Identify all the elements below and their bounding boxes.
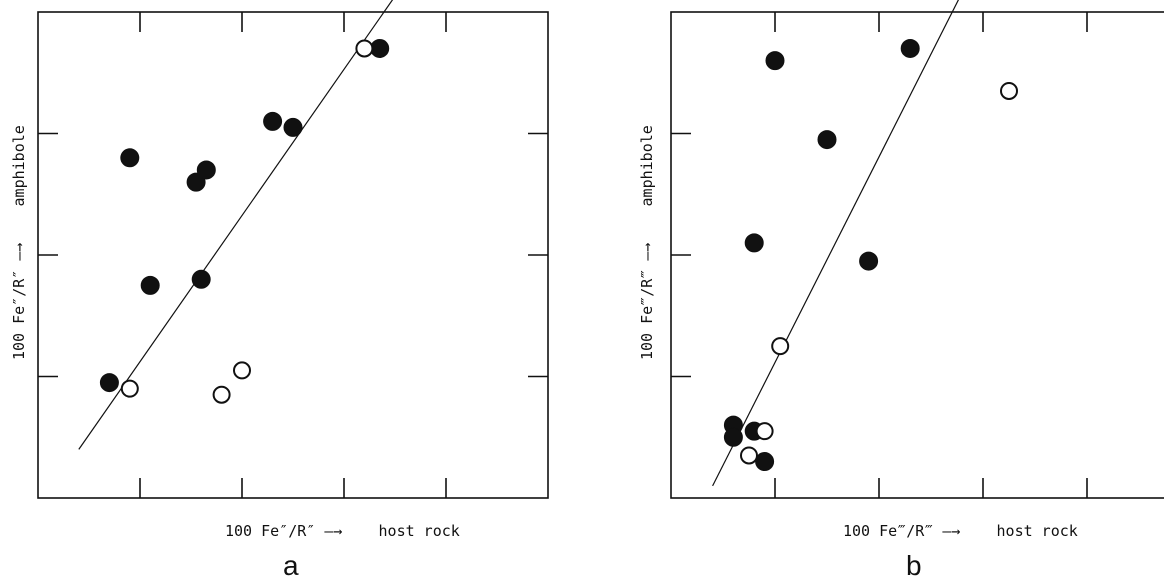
b-filled-point-4: [744, 233, 764, 253]
panel-b-trend-line: [712, 0, 960, 487]
b-open-point-3: [1000, 81, 1018, 100]
b-filled-point-6: [817, 130, 837, 150]
panel-b: 100 Fe‴/R‴ —→ host rock 100 Fe‴/R‴ —→ am…: [638, 0, 1164, 580]
a-open-point-0: [120, 379, 139, 398]
a-open-point-3: [355, 39, 374, 58]
a-filled-point-4: [196, 160, 216, 180]
a-filled-point-8: [370, 38, 390, 58]
b-open-point-1: [740, 446, 758, 465]
panel-a-points: [99, 38, 390, 404]
panel-a-frame: [37, 11, 549, 499]
panel-b-frame: [670, 11, 1164, 499]
panel-b-label: b: [906, 550, 922, 580]
b-filled-point-3: [755, 452, 775, 472]
panel-b-ticks: [671, 12, 1088, 498]
a-open-point-2: [233, 361, 251, 380]
a-filled-point-6: [263, 111, 283, 131]
b-filled-point-5: [765, 51, 785, 71]
a-filled-point-2: [140, 275, 160, 295]
b-filled-point-1: [723, 427, 743, 447]
a-filled-point-5: [191, 269, 211, 289]
a-filled-point-0: [99, 373, 119, 393]
panel-a-x-axis-label: 100 Fe″/R″ —→ host rock: [225, 522, 460, 540]
b-open-point-2: [771, 337, 790, 356]
a-filled-point-7: [283, 117, 303, 137]
panel-a-label: a: [283, 550, 299, 580]
panel-b-y-axis-label: 100 Fe‴/R‴ —→ amphibole: [638, 125, 656, 360]
panel-a-ticks: [38, 12, 548, 498]
panel-a: 100 Fe″/R″ —→ host rock 100 Fe″/R″ —→ am…: [10, 0, 549, 580]
b-filled-point-8: [900, 38, 920, 58]
a-filled-point-1: [120, 148, 140, 168]
panel-b-x-axis-label: 100 Fe‴/R‴ —→ host rock: [843, 522, 1078, 540]
panel-a-trend-line: [78, 0, 394, 450]
b-filled-point-7: [859, 251, 879, 271]
panel-b-points: [723, 38, 1018, 472]
a-open-point-1: [212, 385, 231, 404]
panel-a-y-axis-label: 100 Fe″/R″ —→ amphibole: [10, 125, 28, 360]
b-open-point-0: [755, 422, 774, 441]
a-filled-point-3: [186, 172, 206, 192]
